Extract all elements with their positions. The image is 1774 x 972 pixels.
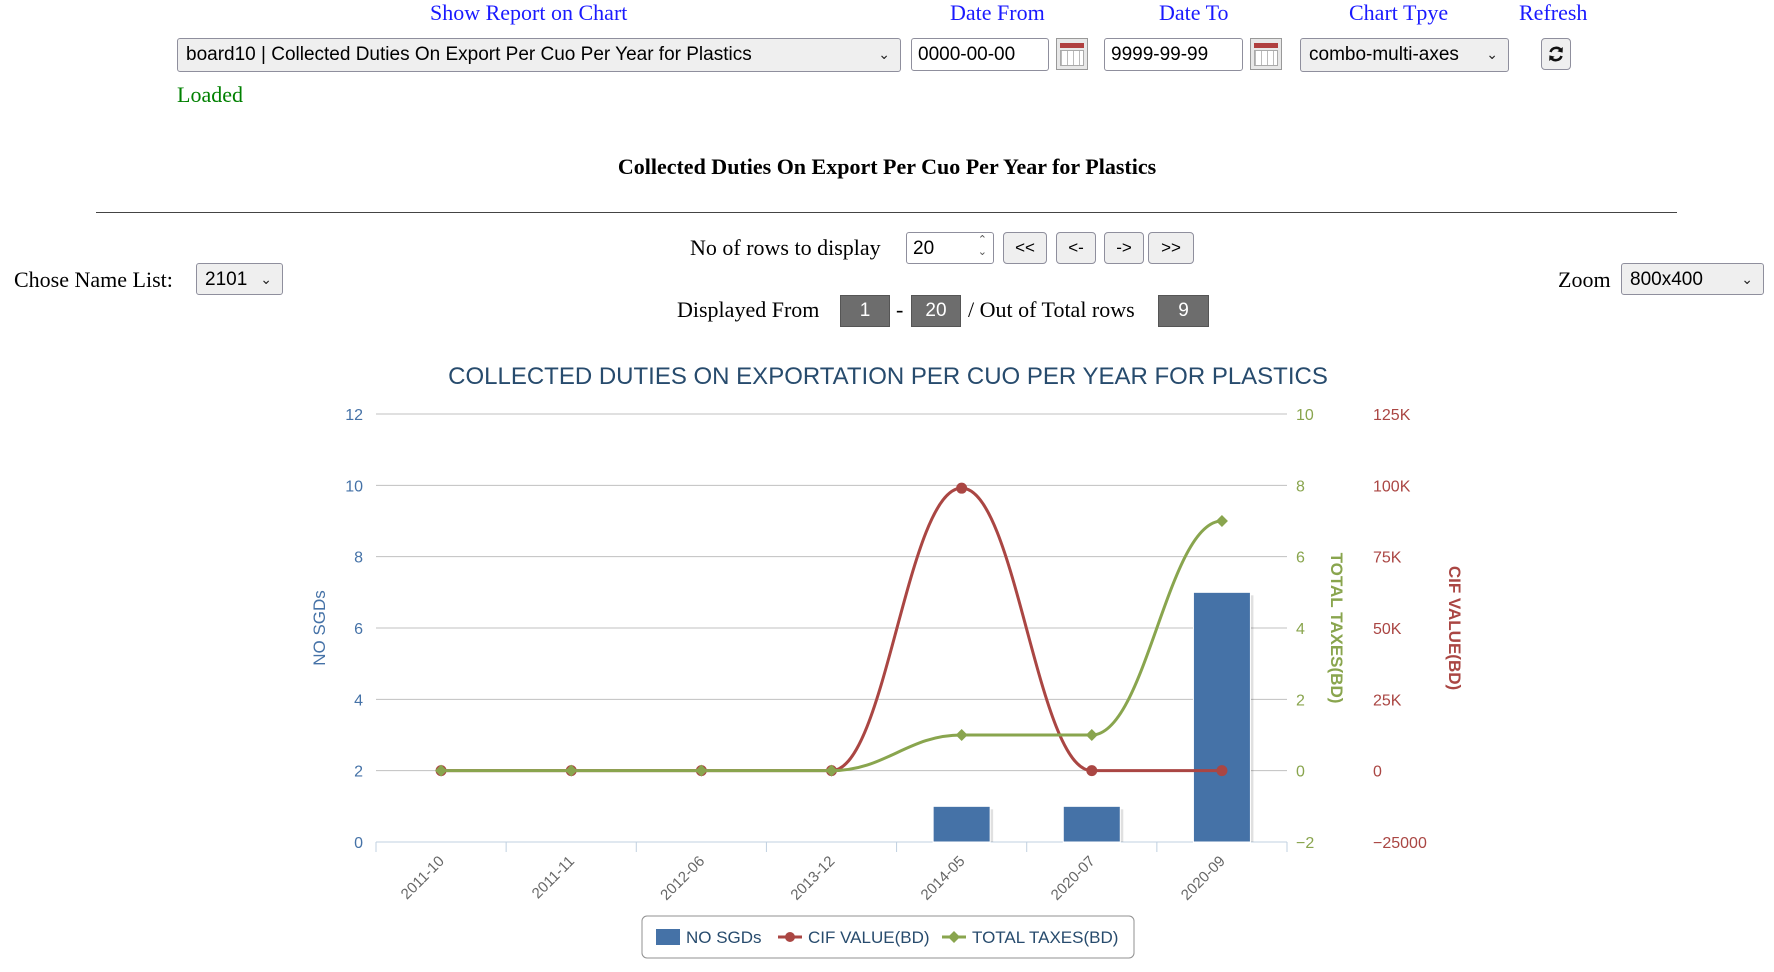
x-tick-label: 2011-10 xyxy=(398,853,448,903)
right2-tick-label: −25000 xyxy=(1373,835,1427,852)
cif-value-axis-title: CIF VALUE(BD) xyxy=(1445,566,1464,690)
legend-label: NO SGDs xyxy=(686,928,762,947)
date-from-input[interactable]: 0000-00-00 xyxy=(911,38,1049,71)
chart-legend[interactable]: NO SGDs CIF VALUE(BD) TOTAL TAXES(BD) xyxy=(641,915,1135,959)
zoom-label: Zoom xyxy=(1558,267,1611,292)
x-tick-label: 2011-11 xyxy=(529,853,578,902)
x-tick-label: 2012-06 xyxy=(657,853,708,904)
from-value: 1 xyxy=(840,295,890,327)
to-value: 20 xyxy=(911,295,961,327)
zoom-value: 800x400 xyxy=(1630,269,1703,290)
left-tick-label: 8 xyxy=(354,550,363,567)
name-list-value: 2101 xyxy=(205,269,248,290)
right1-tick-label: −2 xyxy=(1296,835,1314,852)
range-dash: - xyxy=(896,297,904,322)
legend-symbol xyxy=(656,929,680,945)
data-point xyxy=(825,764,838,777)
chevron-down-icon: ⌄ xyxy=(1486,46,1498,62)
refresh-button[interactable] xyxy=(1541,38,1571,70)
data-point xyxy=(955,729,968,741)
legend-label: CIF VALUE(BD) xyxy=(808,928,930,947)
rows-stepper[interactable]: 20 ⌃ ⌄ xyxy=(906,232,994,264)
combo-chart: COLLECTED DUTIES ON EXPORTATION PER CUO … xyxy=(310,363,1464,959)
right2-tick-label: 100K xyxy=(1373,478,1411,495)
bar xyxy=(1062,805,1121,843)
left-tick-label: 12 xyxy=(345,407,363,424)
series-line xyxy=(441,519,1223,773)
right1-tick-label: 6 xyxy=(1296,550,1305,567)
series-line xyxy=(441,486,1222,773)
show-report-label: Show Report on Chart xyxy=(430,0,628,25)
name-list-label: Chose Name List: xyxy=(14,267,173,292)
chevron-down-icon: ⌄ xyxy=(1741,271,1753,287)
refresh-icon xyxy=(1549,46,1563,62)
right2-tick-label: 50K xyxy=(1373,621,1402,638)
right1-tick-label: 10 xyxy=(1296,407,1314,424)
data-point xyxy=(1215,515,1228,527)
refresh-label: Refresh xyxy=(1519,0,1588,25)
x-tick-label: 2013-12 xyxy=(787,853,838,904)
chevron-down-icon: ⌄ xyxy=(878,46,890,62)
right2-tick-label: 0 xyxy=(1373,764,1382,781)
calendar-icon[interactable] xyxy=(1056,38,1088,70)
report-select[interactable]: board10 | Collected Duties On Export Per… xyxy=(177,38,901,72)
next-page-button[interactable]: -> xyxy=(1104,232,1144,264)
right1-tick-label: 2 xyxy=(1296,692,1305,709)
right2-tick-label: 75K xyxy=(1373,550,1402,567)
left-tick-label: 10 xyxy=(345,478,363,495)
chart-type-select[interactable]: combo-multi-axes ⌄ xyxy=(1300,38,1509,72)
left-tick-label: 6 xyxy=(354,621,363,638)
chevron-down-icon: ⌄ xyxy=(260,271,272,287)
left-axis-title: NO SGDs xyxy=(310,590,329,666)
bar xyxy=(932,805,991,843)
right1-tick-label: 0 xyxy=(1296,764,1305,781)
zoom-select[interactable]: 800x400 ⌄ xyxy=(1621,263,1764,295)
grid-lines xyxy=(376,413,1287,843)
first-page-button[interactable]: << xyxy=(1003,232,1047,264)
x-tick-label: 2014-05 xyxy=(918,853,969,904)
date-from-label: Date From xyxy=(950,0,1045,25)
data-point xyxy=(1216,765,1228,777)
data-point xyxy=(565,764,578,777)
displayed-from-label: Displayed From xyxy=(677,297,820,322)
name-list-select[interactable]: 2101 ⌄ xyxy=(196,263,283,295)
total-taxes-axis-title: TOTAL TAXES(BD) xyxy=(1327,553,1346,704)
status-text: Loaded xyxy=(177,82,243,107)
report-title: Collected Duties On Export Per Cuo Per Y… xyxy=(617,154,1157,179)
date-to-input[interactable]: 9999-99-99 xyxy=(1104,38,1243,71)
right2-tick-label: 25K xyxy=(1373,692,1402,709)
data-point xyxy=(956,482,968,494)
data-point xyxy=(1086,765,1098,777)
data-point xyxy=(1085,729,1098,741)
right1-tick-label: 8 xyxy=(1296,478,1305,495)
prev-page-button[interactable]: <- xyxy=(1056,232,1096,264)
left-tick-label: 2 xyxy=(354,764,363,781)
x-tick-label: 2020-07 xyxy=(1048,853,1099,904)
chart-title: COLLECTED DUTIES ON EXPORTATION PER CUO … xyxy=(448,363,1328,390)
legend-marker xyxy=(785,932,795,942)
right1-tick-label: 4 xyxy=(1296,621,1305,638)
report-select-value: board10 | Collected Duties On Export Per… xyxy=(186,44,752,65)
date-to-label: Date To xyxy=(1159,0,1229,25)
data-point xyxy=(695,764,708,777)
legend-label: TOTAL TAXES(BD) xyxy=(972,928,1118,947)
x-tick-label: 2020-09 xyxy=(1178,853,1229,904)
legend-marker xyxy=(948,931,960,943)
legend-box xyxy=(641,915,1135,959)
out-of-label: / Out of Total rows xyxy=(968,297,1135,322)
chart-type-value: combo-multi-axes xyxy=(1309,44,1459,65)
stepper-arrows-icon[interactable]: ⌃ ⌄ xyxy=(977,234,987,258)
last-page-button[interactable]: >> xyxy=(1148,232,1194,264)
rows-label: No of rows to display xyxy=(690,235,881,260)
left-tick-label: 4 xyxy=(354,692,363,709)
left-tick-label: 0 xyxy=(354,835,363,852)
rows-value: 20 xyxy=(913,238,935,259)
chart-type-label: Chart Tpye xyxy=(1349,0,1449,25)
calendar-icon[interactable] xyxy=(1250,38,1282,70)
data-point xyxy=(435,764,448,777)
total-value: 9 xyxy=(1158,295,1209,327)
right2-tick-label: 125K xyxy=(1373,407,1411,424)
bar xyxy=(1192,591,1251,843)
divider xyxy=(96,212,1677,213)
